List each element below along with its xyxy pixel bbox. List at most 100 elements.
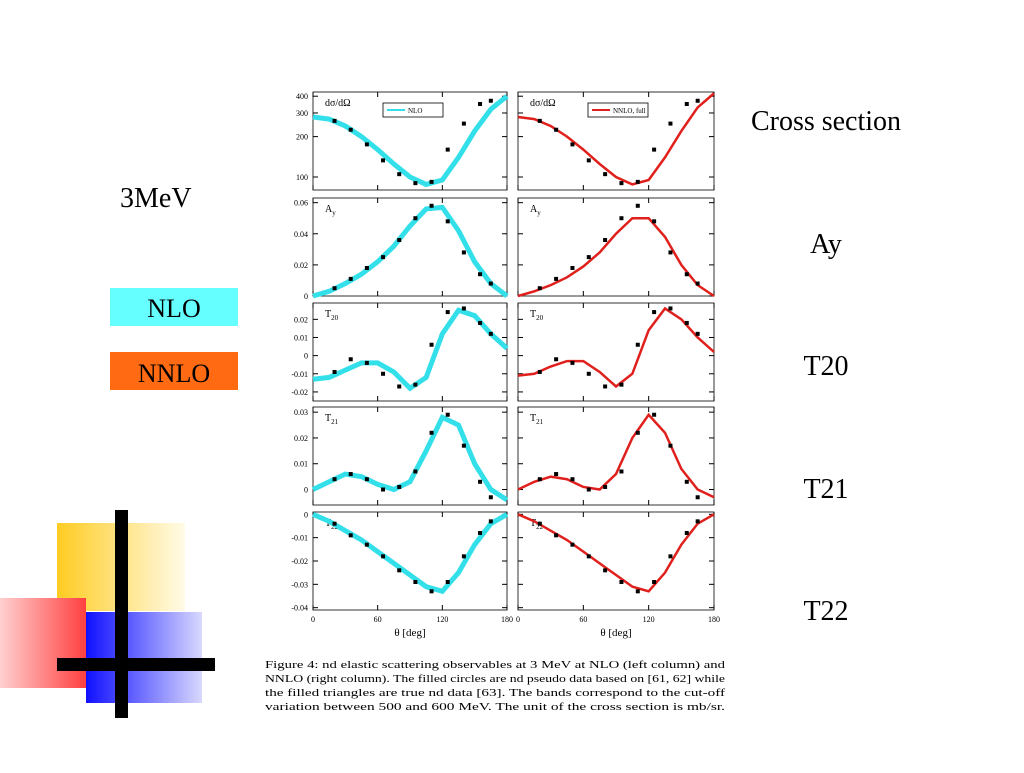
data-point — [537, 286, 542, 291]
caption-line: the filled triangles are true nd data [6… — [265, 688, 726, 699]
y-tick-label: -0.02 — [291, 388, 308, 397]
data-point — [652, 412, 657, 417]
data-point — [429, 203, 434, 208]
data-point — [429, 430, 434, 435]
data-point — [413, 469, 418, 474]
data-point — [381, 255, 386, 260]
data-point — [332, 118, 337, 123]
data-point — [603, 238, 608, 242]
panel-title-sub: y — [537, 209, 541, 217]
data-point — [478, 272, 483, 277]
panel-title: dσ/dΩ — [325, 98, 351, 109]
legend-label: NLO — [408, 107, 422, 115]
data-point — [554, 533, 559, 538]
x-axis-label: θ [deg] — [394, 627, 425, 639]
curve — [311, 413, 509, 502]
legend-label: NNLO, full — [613, 107, 646, 115]
data-point — [332, 369, 337, 374]
y-tick-label: 0.01 — [294, 333, 308, 342]
row-label: Ay — [810, 229, 842, 260]
data-point — [668, 306, 673, 311]
plot-frame — [312, 197, 508, 297]
panel-title-sub: 22 — [536, 523, 544, 531]
data-point — [445, 147, 450, 152]
curve — [517, 412, 715, 499]
data-point — [635, 589, 640, 594]
x-tick-label: 120 — [643, 615, 655, 624]
panel-title-main: A — [325, 204, 333, 215]
data-point — [635, 430, 640, 435]
panel-title: T20 — [530, 309, 544, 322]
y-tick-label: 0.06 — [294, 199, 308, 208]
data-point — [695, 519, 700, 524]
panel-title-main: T — [530, 413, 536, 424]
data-point — [684, 320, 689, 325]
deco-bar — [57, 658, 215, 671]
plot-frame — [517, 406, 715, 506]
data-point — [619, 580, 624, 584]
energy: 3MeV — [120, 183, 192, 214]
data-point — [381, 554, 386, 559]
panel-title-main: T — [325, 309, 331, 320]
curve — [517, 513, 715, 593]
data-point — [445, 310, 450, 315]
data-point — [684, 272, 689, 277]
y-tick-label: 0.01 — [294, 460, 308, 469]
data-point — [348, 127, 353, 132]
data-point — [570, 360, 575, 365]
data-point — [478, 101, 483, 106]
data-point — [695, 281, 700, 286]
y-tick-label: 0.03 — [294, 408, 308, 417]
data-point — [619, 216, 624, 221]
y-tick-label: 100 — [296, 173, 308, 182]
data-point — [429, 179, 434, 184]
panel-title-sub: 20 — [331, 314, 339, 322]
y-tick-label: -0.01 — [291, 370, 308, 379]
y-tick-label: -0.04 — [291, 604, 308, 613]
curve — [312, 94, 509, 188]
y-tick-label: 0.02 — [294, 315, 308, 324]
data-point — [488, 519, 493, 524]
row-label: T21 — [803, 474, 848, 505]
caption-line: NNLO (right column). The filled circles … — [265, 674, 725, 685]
curve — [517, 306, 715, 389]
data-point — [461, 250, 466, 255]
x-tick-label: 0 — [311, 615, 315, 624]
data-point — [603, 568, 608, 573]
data-point — [461, 306, 466, 311]
plot-frame — [517, 91, 715, 191]
y-tick-label: 0 — [304, 292, 308, 301]
data-point — [537, 477, 542, 482]
data-point — [348, 276, 353, 281]
panel-title: Ay — [325, 204, 336, 217]
panel-title-sub: y — [332, 209, 336, 217]
data-point — [429, 589, 434, 594]
deco-pink — [0, 598, 86, 688]
y-tick-label: -0.01 — [291, 534, 308, 543]
x-tick-label: 60 — [579, 615, 587, 624]
curve — [517, 216, 715, 298]
data-point — [461, 121, 466, 126]
data-point — [619, 181, 624, 186]
data-point — [586, 554, 591, 559]
y-tick-label: 0.04 — [294, 230, 308, 239]
data-point — [478, 320, 483, 325]
data-point — [461, 554, 466, 559]
panel-title: T20 — [325, 309, 339, 322]
y-tick-label: 0 — [304, 352, 308, 361]
caption-line: Figure 4: nd elastic scattering observab… — [265, 660, 726, 671]
y-tick-label: 0.02 — [294, 434, 308, 443]
nnlo-label: NNLO — [138, 359, 210, 388]
data-point — [652, 580, 657, 584]
data-point — [488, 98, 493, 103]
data-point — [554, 472, 559, 477]
y-tick-label: 200 — [296, 133, 308, 142]
panel-title-main: T — [325, 413, 331, 424]
curve — [312, 512, 509, 595]
x-tick-label: 180 — [708, 615, 720, 624]
panel-title: T21 — [325, 413, 339, 426]
data-point — [478, 479, 483, 484]
x-tick-label: 0 — [516, 615, 520, 624]
data-point — [668, 554, 673, 559]
curve — [312, 204, 509, 299]
